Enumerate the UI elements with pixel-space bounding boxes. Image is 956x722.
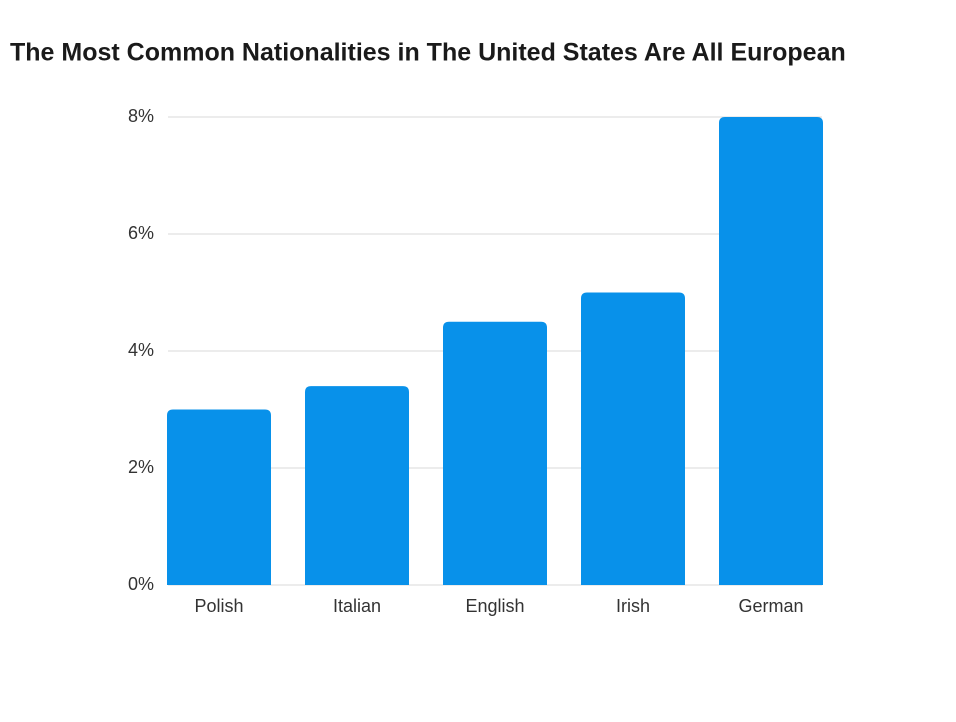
x-tick-label: Irish	[616, 596, 650, 616]
bar	[443, 321, 547, 585]
chart-title: The Most Common Nationalities in The Uni…	[10, 39, 846, 67]
x-tick-label: German	[738, 596, 803, 616]
y-tick-label: 4%	[128, 340, 154, 360]
y-tick-label: 0%	[128, 574, 154, 594]
y-tick-label: 8%	[128, 106, 154, 126]
x-tick-label: Polish	[194, 596, 243, 616]
y-tick-label: 2%	[128, 457, 154, 477]
bar	[581, 292, 685, 585]
bar	[167, 409, 271, 585]
bar	[719, 117, 823, 585]
x-tick-label: Italian	[333, 596, 381, 616]
bar	[305, 386, 409, 585]
x-tick-label: English	[465, 596, 524, 616]
y-tick-label: 6%	[128, 223, 154, 243]
